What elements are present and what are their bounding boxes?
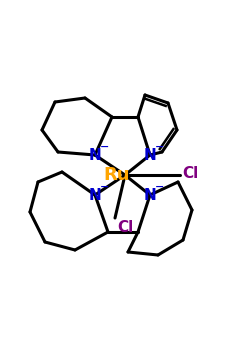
Text: Cl: Cl	[182, 166, 198, 181]
Text: N: N	[88, 188, 102, 203]
Text: −: −	[155, 182, 165, 192]
Text: −: −	[100, 182, 110, 192]
Text: N: N	[88, 147, 102, 162]
Text: N: N	[144, 147, 156, 162]
Text: Cl: Cl	[117, 220, 133, 235]
Text: Ru: Ru	[104, 166, 130, 184]
Text: −: −	[100, 142, 110, 152]
Text: −: −	[155, 142, 165, 152]
Text: N: N	[144, 188, 156, 203]
